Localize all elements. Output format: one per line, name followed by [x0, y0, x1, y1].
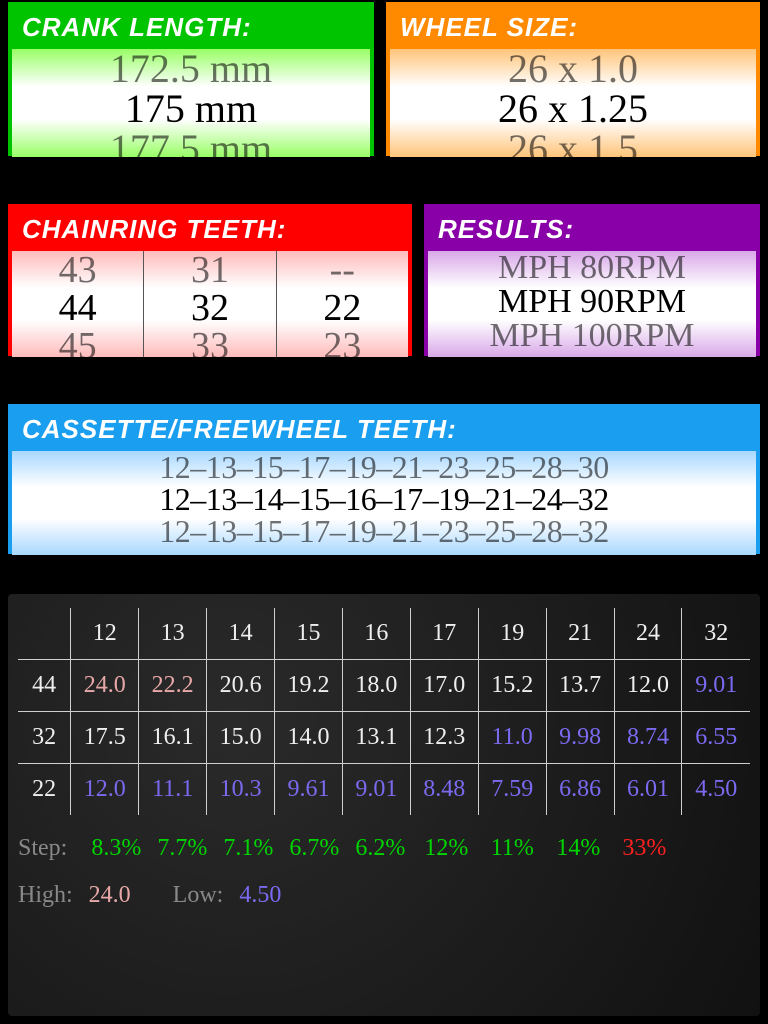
gear-table-row: 2212.011.110.39.619.018.487.596.866.014.… — [18, 764, 750, 816]
step-value: 7.7% — [149, 835, 215, 862]
crank-current-value: 175 mm — [12, 89, 370, 129]
gear-table-cog-header: 16 — [342, 608, 410, 660]
chainring-col-2[interactable]: 31 32 33 — [144, 251, 276, 357]
chainring-panel: CHAINRING TEETH: 43 44 45 31 32 33 -- 22… — [8, 204, 412, 356]
step-row: Step: 8.3%7.7%7.1%6.7%6.2%12%11%14%33% — [18, 835, 750, 862]
gear-table-cell: 14.0 — [275, 712, 343, 764]
gear-table-cog-header: 13 — [139, 608, 207, 660]
gear-table-cell: 9.61 — [275, 764, 343, 816]
gear-table-cell: 15.2 — [478, 660, 546, 712]
crank-prev-value: 172.5 mm — [12, 49, 370, 89]
gear-table-cog-header: 32 — [682, 608, 750, 660]
step-value: 33% — [611, 835, 677, 862]
crank-length-title: CRANK LENGTH: — [12, 6, 370, 49]
gear-table-cell: 16.1 — [139, 712, 207, 764]
gear-table-cell: 11.1 — [139, 764, 207, 816]
wheel-next-value: 26 x 1.5 — [390, 129, 756, 157]
gear-table-cell: 12.0 — [71, 764, 139, 816]
gear-table-cell: 9.01 — [342, 764, 410, 816]
gear-table-cog-header: 17 — [410, 608, 478, 660]
high-value: 24.0 — [89, 882, 131, 909]
wheel-prev-value: 26 x 1.0 — [390, 49, 756, 89]
gear-table-cell: 15.0 — [207, 712, 275, 764]
gear-table-cog-header: 19 — [478, 608, 546, 660]
gear-table-cell: 13.7 — [546, 660, 614, 712]
low-label: Low: — [173, 882, 224, 909]
wheel-current-value: 26 x 1.25 — [390, 89, 756, 129]
gear-table-cell: 9.98 — [546, 712, 614, 764]
gear-table-cell: 6.01 — [614, 764, 682, 816]
chainring-picker[interactable]: 43 44 45 31 32 33 -- 22 23 — [12, 251, 408, 357]
step-label: Step: — [18, 835, 67, 862]
gear-table-cell: 22.2 — [139, 660, 207, 712]
gear-table-cell: 9.01 — [682, 660, 750, 712]
low-value: 4.50 — [239, 882, 281, 909]
results-panel: RESULTS: MPH 80RPM MPH 90RPM MPH 100RPM — [424, 204, 760, 356]
gear-table-corner — [18, 608, 71, 660]
gear-table-panel: 12131415161719212432 4424.022.220.619.21… — [8, 594, 760, 1016]
crank-length-picker[interactable]: 172.5 mm 175 mm 177.5 mm — [12, 49, 370, 157]
gear-table-cell: 19.2 — [275, 660, 343, 712]
gear-table-cell: 17.5 — [71, 712, 139, 764]
cassette-current-value: 12–13–14–15–16–17–19–21–24–32 — [12, 483, 756, 515]
wheel-size-picker[interactable]: 26 x 1.0 26 x 1.25 26 x 1.5 — [390, 49, 756, 157]
gear-table-cog-header: 14 — [207, 608, 275, 660]
gear-table-cog-header: 21 — [546, 608, 614, 660]
gear-table-cell: 6.86 — [546, 764, 614, 816]
gear-table-cell: 18.0 — [342, 660, 410, 712]
step-value: 14% — [545, 835, 611, 862]
gear-table-cell: 13.1 — [342, 712, 410, 764]
chainring-title: CHAINRING TEETH: — [12, 208, 408, 251]
cassette-panel: CASSETTE/FREEWHEEL TEETH: 12–13–15–17–19… — [8, 404, 760, 554]
chainring-col-3[interactable]: -- 22 23 — [277, 251, 408, 357]
results-current-value: MPH 90RPM — [428, 285, 756, 319]
gear-table-cell: 20.6 — [207, 660, 275, 712]
gear-table-cell: 6.55 — [682, 712, 750, 764]
gear-table-cell: 17.0 — [410, 660, 478, 712]
step-value: 8.3% — [83, 835, 149, 862]
gear-table-cell: 10.3 — [207, 764, 275, 816]
gear-table-header-row: 12131415161719212432 — [18, 608, 750, 660]
results-title: RESULTS: — [428, 208, 756, 251]
gear-table-cog-header: 15 — [275, 608, 343, 660]
high-label: High: — [18, 882, 73, 909]
gear-table-cog-header: 24 — [614, 608, 682, 660]
results-prev-value: MPH 80RPM — [428, 251, 756, 285]
step-value: 6.7% — [281, 835, 347, 862]
gear-table-cell: 11.0 — [478, 712, 546, 764]
crank-next-value: 177.5 mm — [12, 129, 370, 157]
gear-table-cell: 8.48 — [410, 764, 478, 816]
cassette-title: CASSETTE/FREEWHEEL TEETH: — [12, 408, 756, 451]
wheel-size-panel: WHEEL SIZE: 26 x 1.0 26 x 1.25 26 x 1.5 — [386, 2, 760, 156]
gear-table-row: 4424.022.220.619.218.017.015.213.712.09.… — [18, 660, 750, 712]
step-value: 12% — [413, 835, 479, 862]
gear-table-ring-header: 22 — [18, 764, 71, 816]
step-value: 6.2% — [347, 835, 413, 862]
gear-table-cog-header: 12 — [71, 608, 139, 660]
crank-length-panel: CRANK LENGTH: 172.5 mm 175 mm 177.5 mm — [8, 2, 374, 156]
gear-table-ring-header: 44 — [18, 660, 71, 712]
results-picker[interactable]: MPH 80RPM MPH 90RPM MPH 100RPM — [428, 251, 756, 357]
gear-table-row: 3217.516.115.014.013.112.311.09.988.746.… — [18, 712, 750, 764]
gear-table: 12131415161719212432 4424.022.220.619.21… — [18, 608, 750, 815]
gear-table-cell: 24.0 — [71, 660, 139, 712]
step-value: 11% — [479, 835, 545, 862]
gear-table-cell: 4.50 — [682, 764, 750, 816]
chainring-col-1[interactable]: 43 44 45 — [12, 251, 144, 357]
gear-table-cell: 7.59 — [478, 764, 546, 816]
results-next-value: MPH 100RPM — [428, 319, 756, 353]
step-value: 7.1% — [215, 835, 281, 862]
gear-table-cell: 12.3 — [410, 712, 478, 764]
gear-table-cell: 12.0 — [614, 660, 682, 712]
highlow-row: High: 24.0 Low: 4.50 — [18, 882, 750, 909]
cassette-next-value: 12–13–15–17–19–21–23–25–28–32 — [12, 515, 756, 547]
gear-table-ring-header: 32 — [18, 712, 71, 764]
cassette-picker[interactable]: 12–13–15–17–19–21–23–25–28–30 12–13–14–1… — [12, 451, 756, 555]
gear-table-cell: 8.74 — [614, 712, 682, 764]
wheel-size-title: WHEEL SIZE: — [390, 6, 756, 49]
cassette-prev-value: 12–13–15–17–19–21–23–25–28–30 — [12, 451, 756, 483]
